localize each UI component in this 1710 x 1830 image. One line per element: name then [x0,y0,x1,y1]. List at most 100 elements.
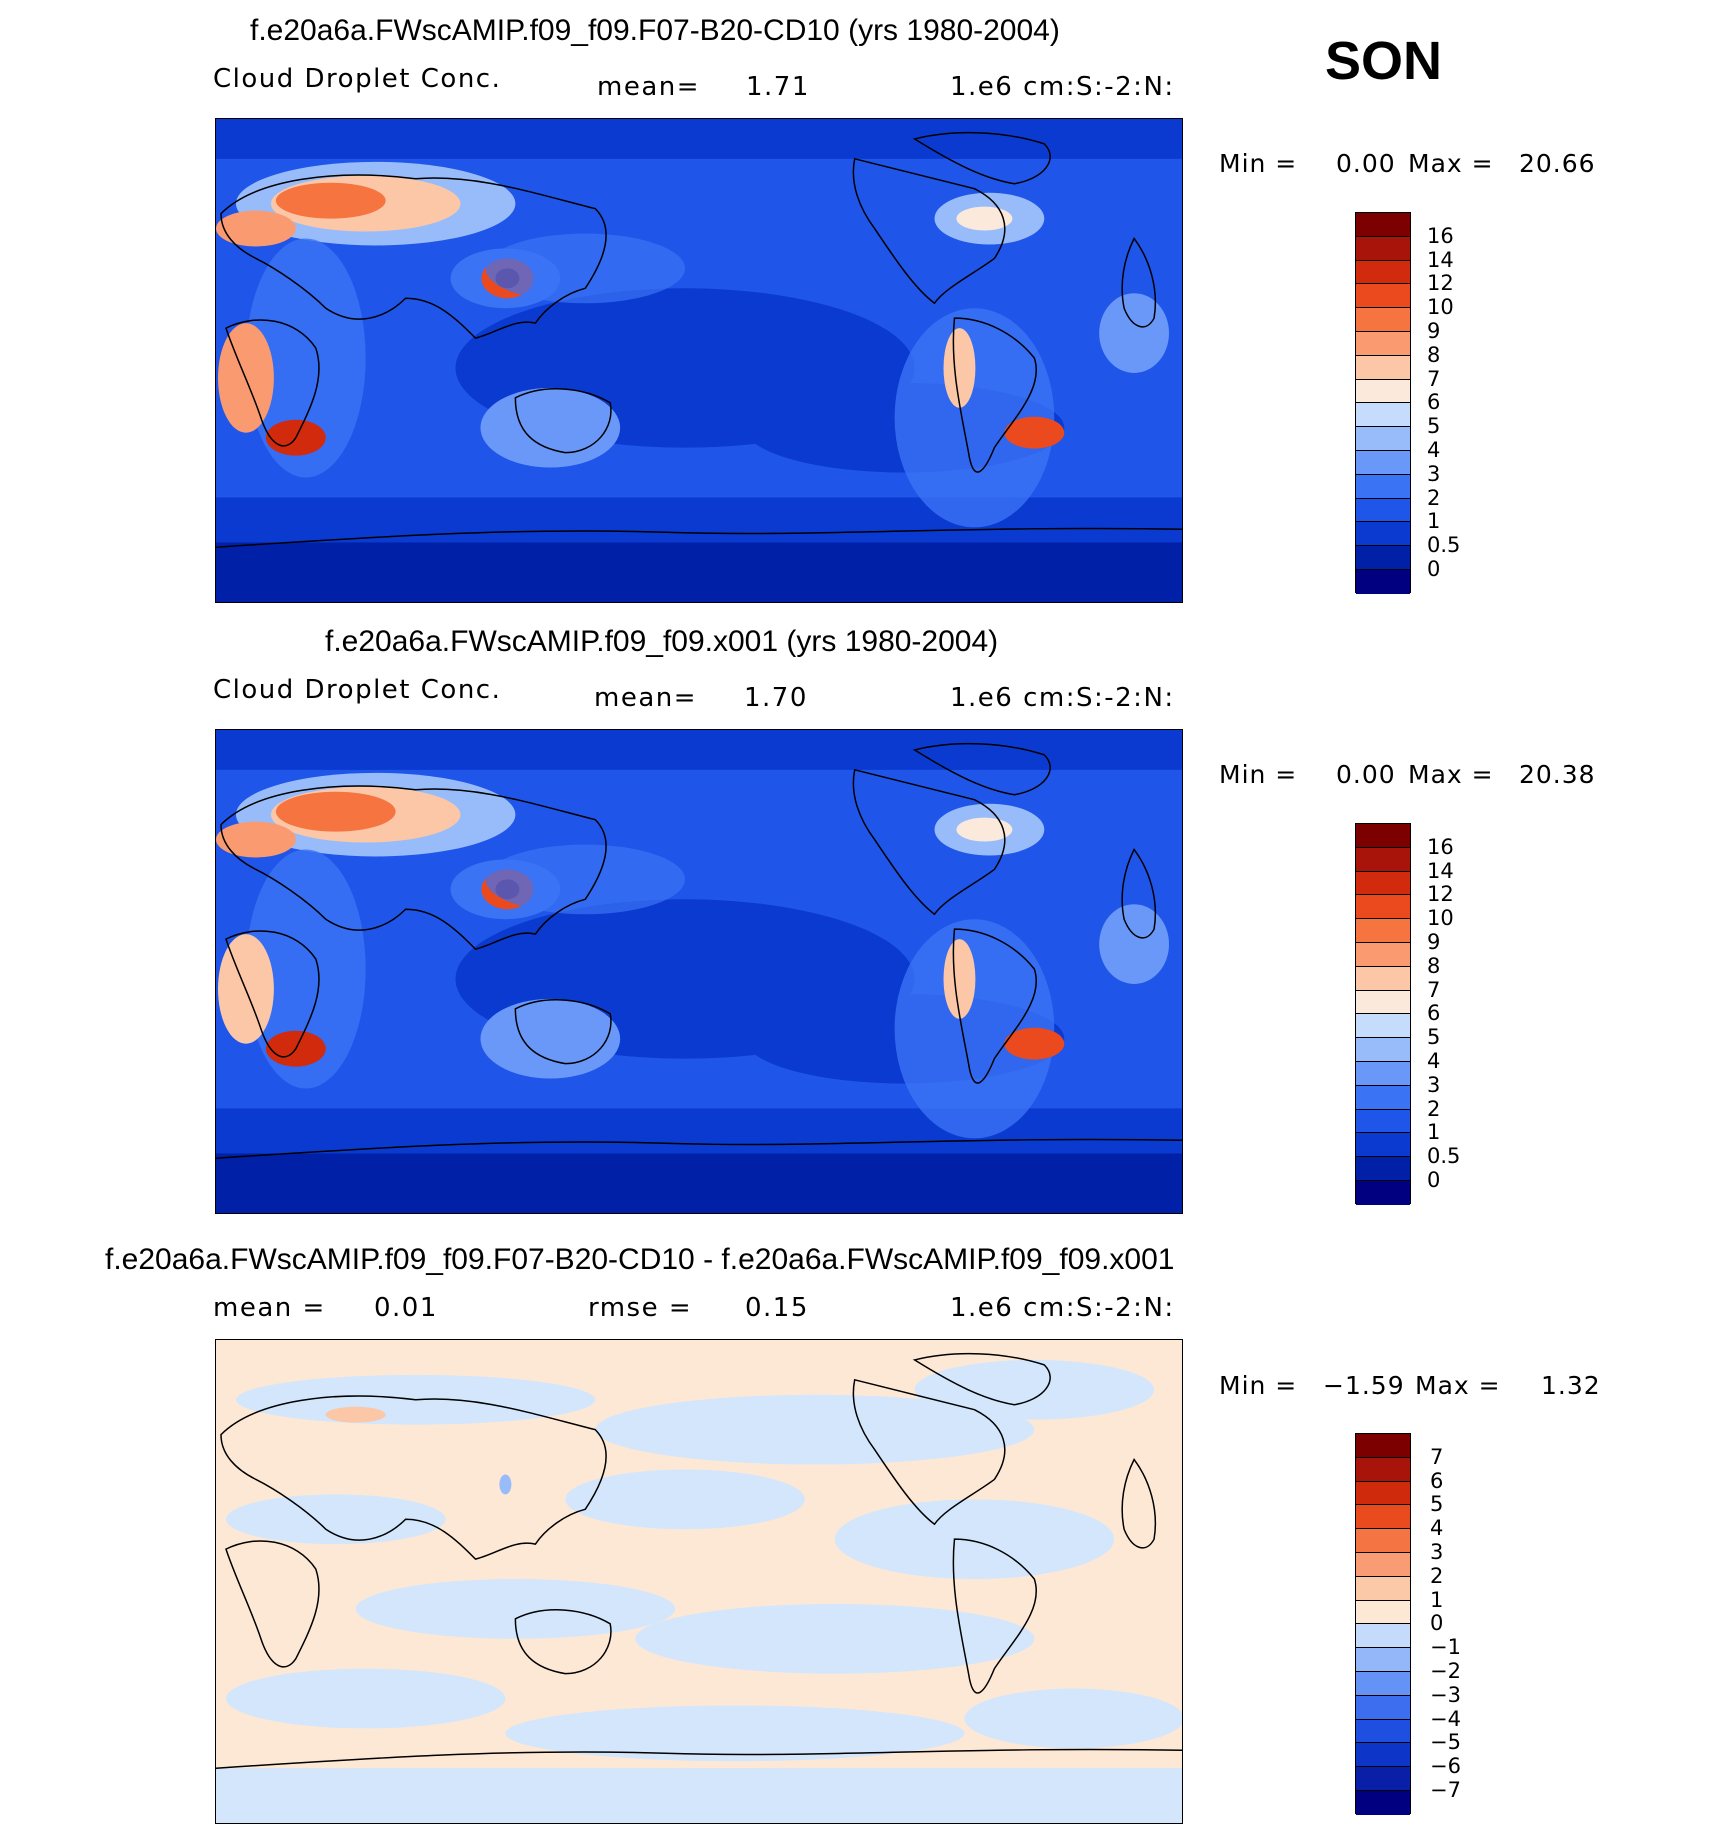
colorbar-swatch [1356,1133,1410,1158]
colorbar-swatch [1356,1552,1410,1577]
colorbar-tick-label: 9 [1427,319,1441,343]
panel-2-mean-label: mean= [594,683,698,713]
colorbar-tick-label: 9 [1427,930,1441,954]
colorbar-tick-label: 0 [1427,557,1441,581]
panel-2-variable: Cloud Droplet Conc. [213,675,502,705]
colorbar-tick-label: 0 [1427,1168,1441,1192]
colorbar-swatch [1356,569,1410,594]
colorbar-tick-label: 1 [1427,509,1441,534]
colorbar-tick-label: 14 [1427,858,1454,883]
colorbar-swatch [1356,355,1410,380]
colorbar-swatch [1356,284,1410,309]
panel-3-mean-value: 0.01 [374,1293,438,1323]
colorbar-tick-label: 6 [1427,1001,1441,1026]
colorbar-swatch [1356,1648,1410,1672]
colorbar-tick-label: 10 [1427,906,1454,931]
panel-1-min-label: Min = [1219,149,1298,178]
colorbar-swatch [1356,1457,1410,1482]
colorbar-tick-label: 8 [1427,953,1441,978]
panel-1-mean-label: mean= [597,72,701,102]
colorbar-swatch [1356,1576,1410,1601]
colorbar-swatch [1356,1719,1410,1744]
panel-2-colorbar [1355,823,1411,1205]
colorbar-swatch [1356,1085,1410,1110]
colorbar-swatch [1356,427,1410,451]
panel-3-min-label: Min = [1219,1371,1298,1400]
panel-2-max-label: Max = [1408,760,1494,789]
colorbar-tick-label: 2 [1427,1096,1441,1121]
colorbar-swatch [1356,1157,1410,1181]
panel-1-map [215,118,1183,603]
colorbar-swatch [1356,966,1410,991]
panel-3-max-value: 1.32 [1541,1371,1601,1400]
colorbar-swatch [1356,498,1410,523]
panel-2-min-label: Min = [1219,760,1298,789]
colorbar-swatch [1356,919,1410,943]
colorbar-tick-label: 10 [1427,295,1454,320]
colorbar-swatch [1356,1109,1410,1134]
panel-1-max-label: Max = [1408,149,1494,178]
colorbar-swatch [1356,1180,1410,1205]
panel-3-rmse-label: rmse = [588,1293,693,1323]
colorbar-swatch [1356,1743,1410,1768]
colorbar-tick-label: 1 [1430,1587,1444,1612]
colorbar-tick-label: 1 [1427,1120,1441,1145]
colorbar-tick-label: 2 [1430,1563,1444,1588]
colorbar-swatch [1356,1481,1410,1506]
panel-2-map-svg [216,730,1182,1213]
panel-3-map-svg [216,1340,1182,1823]
colorbar-tick-label: 7 [1427,366,1441,391]
colorbar-tick-label: −2 [1430,1659,1461,1683]
colorbar-tick-label: 2 [1427,485,1441,510]
colorbar-swatch [1356,847,1410,872]
colorbar-tick-label: −5 [1430,1730,1461,1755]
colorbar-tick-label: −3 [1430,1682,1461,1707]
colorbar-swatch [1356,1790,1410,1815]
panel-1-min-value: 0.00 [1336,149,1396,178]
colorbar-swatch [1356,260,1410,285]
colorbar-swatch [1356,213,1410,237]
colorbar-tick-label: 5 [1427,1025,1441,1050]
colorbar-swatch [1356,1529,1410,1553]
colorbar-tick-label: 4 [1427,1049,1441,1073]
colorbar-tick-label: 5 [1430,1492,1444,1517]
colorbar-tick-label: 0.5 [1427,533,1461,558]
colorbar-swatch [1356,379,1410,404]
colorbar-tick-label: 16 [1427,223,1454,248]
colorbar-tick-label: 6 [1427,390,1441,415]
colorbar-swatch [1356,1014,1410,1039]
panel-1-max-value: 20.66 [1519,149,1596,178]
colorbar-swatch [1356,546,1410,570]
panel-1-variable: Cloud Droplet Conc. [213,64,502,94]
colorbar-tick-label: 7 [1427,977,1441,1002]
colorbar-swatch [1356,1767,1410,1791]
colorbar-swatch [1356,895,1410,920]
colorbar-tick-label: 0.5 [1427,1144,1461,1169]
colorbar-swatch [1356,1671,1410,1696]
panel-1-units: 1.e6 cm:S:-2:N: [950,72,1175,102]
colorbar-swatch [1356,990,1410,1015]
colorbar-swatch [1356,1624,1410,1649]
colorbar-tick-label: 0 [1430,1611,1444,1636]
colorbar-swatch [1356,1505,1410,1530]
season-label: SON [1325,31,1443,91]
panel-3-map [215,1339,1183,1824]
colorbar-swatch [1356,824,1410,848]
colorbar-tick-label: 8 [1427,342,1441,367]
panel-1-colorbar [1355,212,1411,594]
colorbar-swatch [1356,1434,1410,1458]
colorbar-swatch [1356,308,1410,332]
colorbar-tick-label: 12 [1427,271,1454,296]
panel-3-title: f.e20a6a.FWscAMIP.f09_f09.F07-B20-CD10 -… [105,1243,1175,1276]
colorbar-swatch [1356,331,1410,356]
colorbar-tick-label: 14 [1427,247,1454,272]
panel-1-map-svg [216,119,1182,602]
colorbar-swatch [1356,236,1410,261]
colorbar-swatch [1356,871,1410,896]
colorbar-swatch [1356,1038,1410,1062]
panel-3-mean-label: mean = [213,1293,326,1323]
colorbar-swatch [1356,474,1410,499]
panel-2-title: f.e20a6a.FWscAMIP.f09_f09.x001 (yrs 1980… [325,625,999,658]
panel-2-map [215,729,1183,1214]
colorbar-tick-label: 7 [1430,1444,1444,1469]
